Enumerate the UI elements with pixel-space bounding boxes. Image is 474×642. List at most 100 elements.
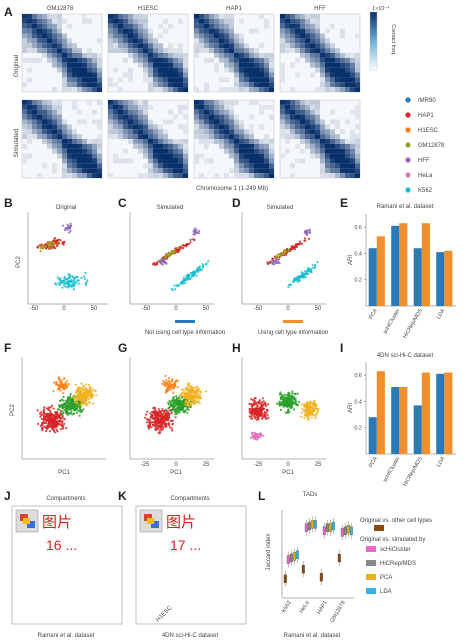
heatmap-cell [173, 48, 178, 54]
heatmap-cell [128, 18, 133, 24]
box-chart-l: K562 HeLa HAP1 GM12878 [281, 510, 354, 624]
heatmap-cell [239, 82, 244, 88]
scatter-point [272, 260, 275, 263]
heatmap-cell [92, 158, 97, 164]
heatmap-cell [92, 62, 97, 68]
heatmap-cell [259, 124, 264, 130]
heatmap-cell [330, 43, 335, 49]
heatmap-cell [97, 158, 102, 164]
scatter-point [161, 413, 165, 416]
scatter-point [259, 432, 262, 435]
scatter-point [188, 397, 192, 401]
heatmap-cell [264, 53, 269, 58]
scatter-point [177, 405, 180, 408]
legend-label-0: IMR90 [418, 98, 436, 104]
scatter-point [305, 403, 308, 406]
scatter-point [185, 279, 188, 282]
scatter-point [287, 249, 291, 252]
heatmap-cell [163, 173, 168, 179]
heatmap-cell [214, 100, 219, 105]
heatmap-cell [173, 158, 178, 164]
scatter-point [198, 402, 201, 405]
heatmap-cell [295, 124, 300, 130]
scatter-c [129, 212, 214, 305]
heatmap-cell [254, 153, 259, 159]
heatmap-cell [300, 48, 305, 54]
scatter-point [309, 413, 312, 416]
box [343, 526, 347, 535]
heatmap-cell [133, 23, 138, 29]
g-xtick-0: -25 [141, 462, 150, 468]
heatmap-cell [158, 87, 163, 93]
heatmap-cell [219, 14, 224, 19]
heatmap-cell [234, 129, 239, 135]
heatmap-cell [310, 100, 315, 105]
heatmap-cell [229, 67, 234, 73]
heatmap-cell [92, 82, 97, 88]
scatter-point [185, 245, 188, 248]
scatter-point [74, 383, 77, 386]
heatmap-cell [153, 158, 158, 164]
heatmap-cell [315, 23, 320, 29]
heatmap-cell [143, 104, 148, 110]
c-xtick-2: 50 [203, 306, 210, 312]
heatmap-cell [67, 43, 72, 49]
scatter-point [294, 399, 297, 402]
heatmap-cell [204, 87, 209, 93]
heatmap-cell [158, 77, 163, 83]
heatmap-cell [82, 173, 87, 179]
heatmap-cell [224, 67, 229, 73]
heatmap-cell [87, 53, 92, 58]
heatmap-cell [27, 129, 32, 135]
heatmap-cell [355, 33, 360, 39]
scatter-point [184, 394, 187, 397]
scatter-point [61, 242, 64, 245]
heatmap-cell [269, 87, 274, 93]
heatmap-cell [280, 129, 285, 135]
heatmap-cell [128, 109, 133, 115]
heatmap-cell [27, 100, 32, 105]
heatmap-cell [123, 23, 128, 29]
scatter-point [60, 428, 63, 431]
heatmap-cell [350, 53, 355, 58]
heatmap-cell [22, 158, 27, 164]
scatter-point [278, 402, 281, 405]
heatmap-cell [123, 48, 128, 54]
heatmap-cell [280, 23, 285, 29]
heatmap-cell [300, 114, 305, 120]
heatmap-cell [118, 158, 123, 164]
scatter-point [253, 403, 256, 406]
scatter-point [166, 414, 169, 417]
heatmap-cell [133, 119, 138, 125]
heatmap-cell [22, 129, 27, 135]
heatmap-cell [300, 139, 305, 144]
heatmap-cell [108, 100, 113, 105]
heatmap-cell [173, 87, 178, 93]
heatmap-cell [315, 62, 320, 68]
heatmap-cell [259, 173, 264, 179]
heatmap-cell [143, 33, 148, 39]
scatter-point [178, 411, 181, 414]
scatter-point [172, 391, 175, 394]
heatmap-cell [315, 129, 320, 135]
scatter-point [187, 408, 190, 411]
heatmap-cell [163, 57, 168, 63]
tads-legend-swatch-3 [366, 588, 376, 594]
heatmap-cell [269, 148, 274, 154]
scatter-point [180, 403, 183, 406]
scatter-point [60, 379, 63, 382]
heatmap-cell [264, 82, 269, 88]
heatmap-cell [82, 72, 87, 78]
heatmap-cell [234, 67, 239, 73]
heatmap-cell [92, 153, 97, 159]
heatmap-cell [199, 124, 204, 130]
heatmap-cell [128, 28, 133, 34]
heatmap-cell [67, 23, 72, 29]
heatmap-cell [305, 38, 310, 44]
heatmap-cell [87, 82, 92, 88]
heatmap-cell [229, 28, 234, 34]
bar-i-title: 4DN sci-Hi-C dataset [377, 353, 434, 359]
scatter-point [79, 404, 82, 407]
heatmap-cell [340, 33, 345, 39]
heatmap-grid [21, 13, 361, 179]
